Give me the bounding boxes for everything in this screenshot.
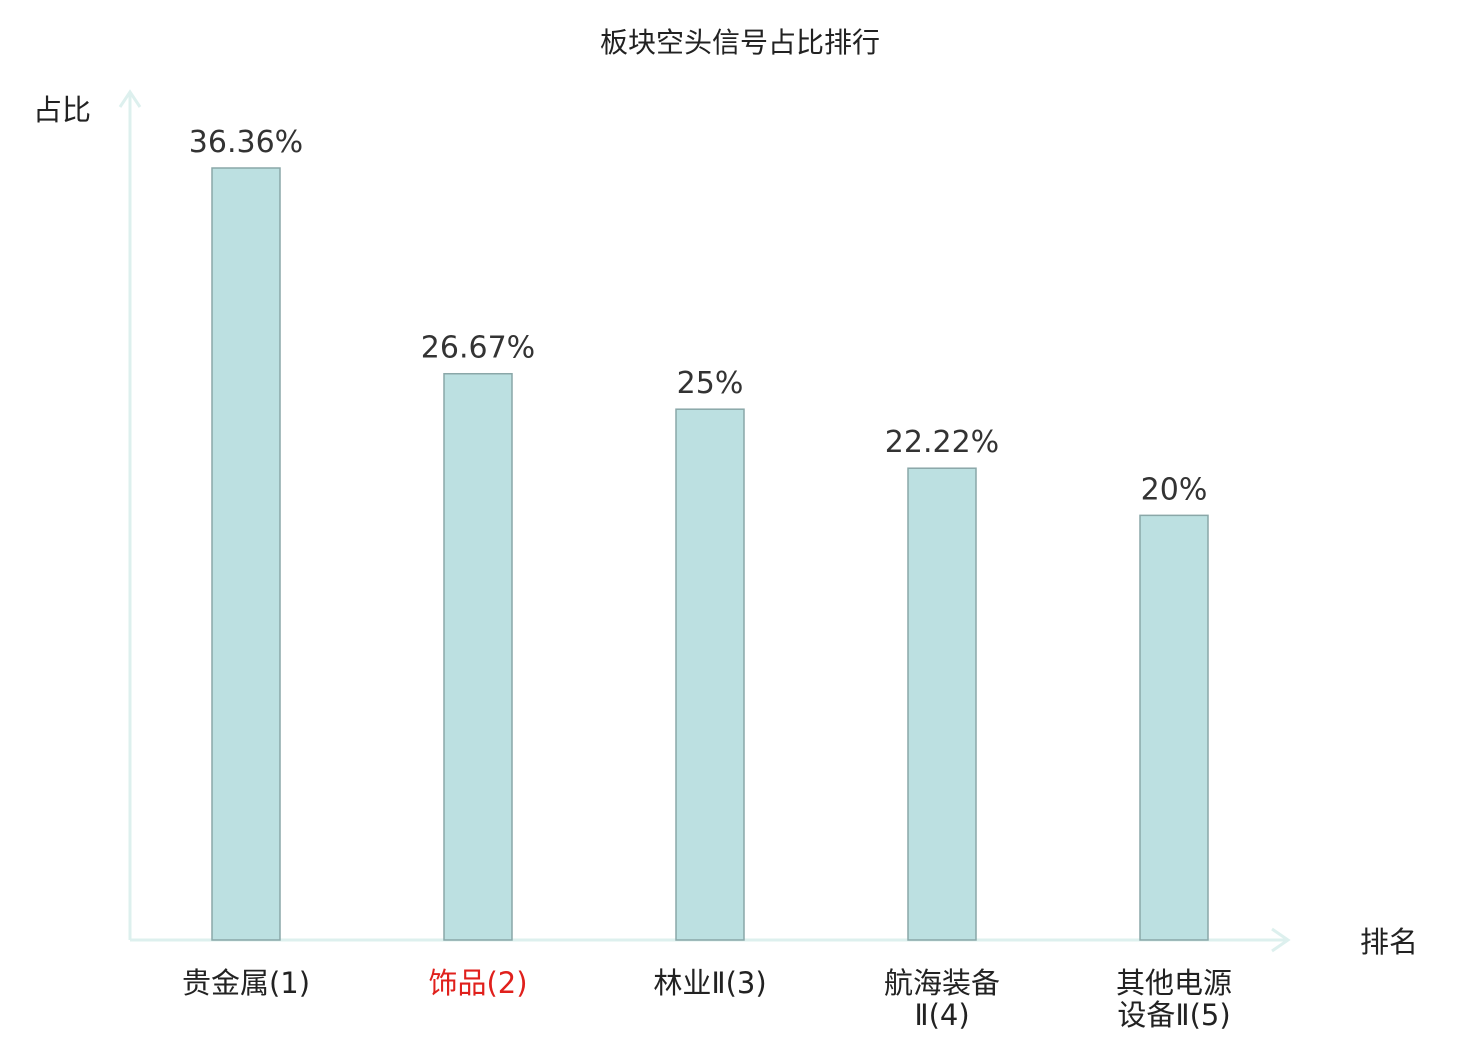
y-axis-label: 占比 (33, 93, 91, 127)
value-label: 22.22% (885, 425, 999, 460)
value-label: 20% (1141, 472, 1208, 507)
bar (907, 467, 977, 941)
category-label: 饰品(2) (428, 966, 527, 1000)
value-label: 25% (677, 366, 744, 401)
bars-group (211, 167, 1209, 941)
category-label: 贵金属(1) (182, 966, 310, 1000)
category-label: 林业Ⅱ(3) (653, 966, 766, 1000)
x-axis-label: 排名 (1360, 925, 1418, 959)
category-labels-group: 贵金属(1) 饰品(2) 林业Ⅱ(3) 航海装备 Ⅱ(4) 其他电源设备Ⅱ(5) (182, 966, 1232, 1032)
bar (675, 408, 745, 941)
value-label: 36.36% (189, 125, 303, 160)
category-label: 其他电源设备Ⅱ(5) (1116, 966, 1232, 1032)
y-axis-arrow-icon (118, 89, 142, 108)
bar (443, 372, 513, 941)
category-label: 航海装备 Ⅱ(4) (884, 966, 1000, 1032)
value-labels-group: 36.36% 26.67% 25% 22.22% 20% (189, 125, 1208, 507)
value-label: 26.67% (421, 331, 535, 366)
x-axis-arrow-icon (1271, 927, 1291, 953)
bar (1139, 514, 1209, 941)
bar (211, 167, 281, 941)
chart-title: 板块空头信号占比排行 (600, 26, 880, 59)
y-axis (118, 89, 142, 940)
